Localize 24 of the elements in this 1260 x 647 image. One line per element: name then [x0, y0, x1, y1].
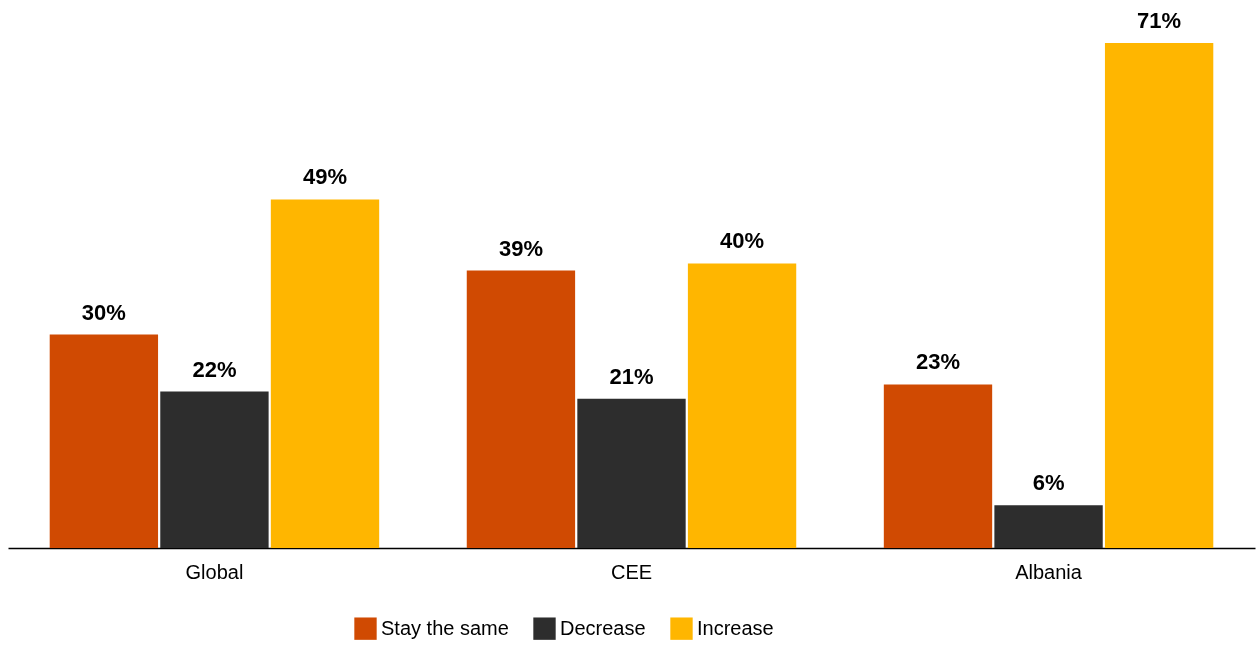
data-label: 30% [81, 299, 126, 325]
data-label: 49% [302, 164, 348, 190]
data-label: 39% [498, 235, 543, 261]
legend-label: Decrease [560, 616, 646, 639]
bar [687, 263, 797, 548]
x-tick-label: CEE [610, 560, 653, 583]
bar [883, 384, 993, 548]
bar [994, 505, 1103, 548]
data-label: 40% [720, 228, 765, 254]
bar [49, 334, 159, 548]
x-tick-label: Global [185, 560, 244, 583]
data-label: 21% [609, 363, 654, 389]
bar [270, 199, 380, 548]
data-label: 22% [192, 356, 237, 382]
x-tick-label: Albania [1015, 560, 1083, 583]
data-label: 23% [915, 349, 961, 375]
bar [577, 398, 686, 548]
bar [466, 270, 576, 548]
bar [1104, 43, 1214, 548]
legend-label: Stay the same [381, 616, 509, 639]
data-label: 6% [1032, 470, 1065, 496]
data-label: 71% [1137, 8, 1182, 33]
legend-label: Increase [697, 616, 774, 639]
bar [160, 391, 269, 548]
